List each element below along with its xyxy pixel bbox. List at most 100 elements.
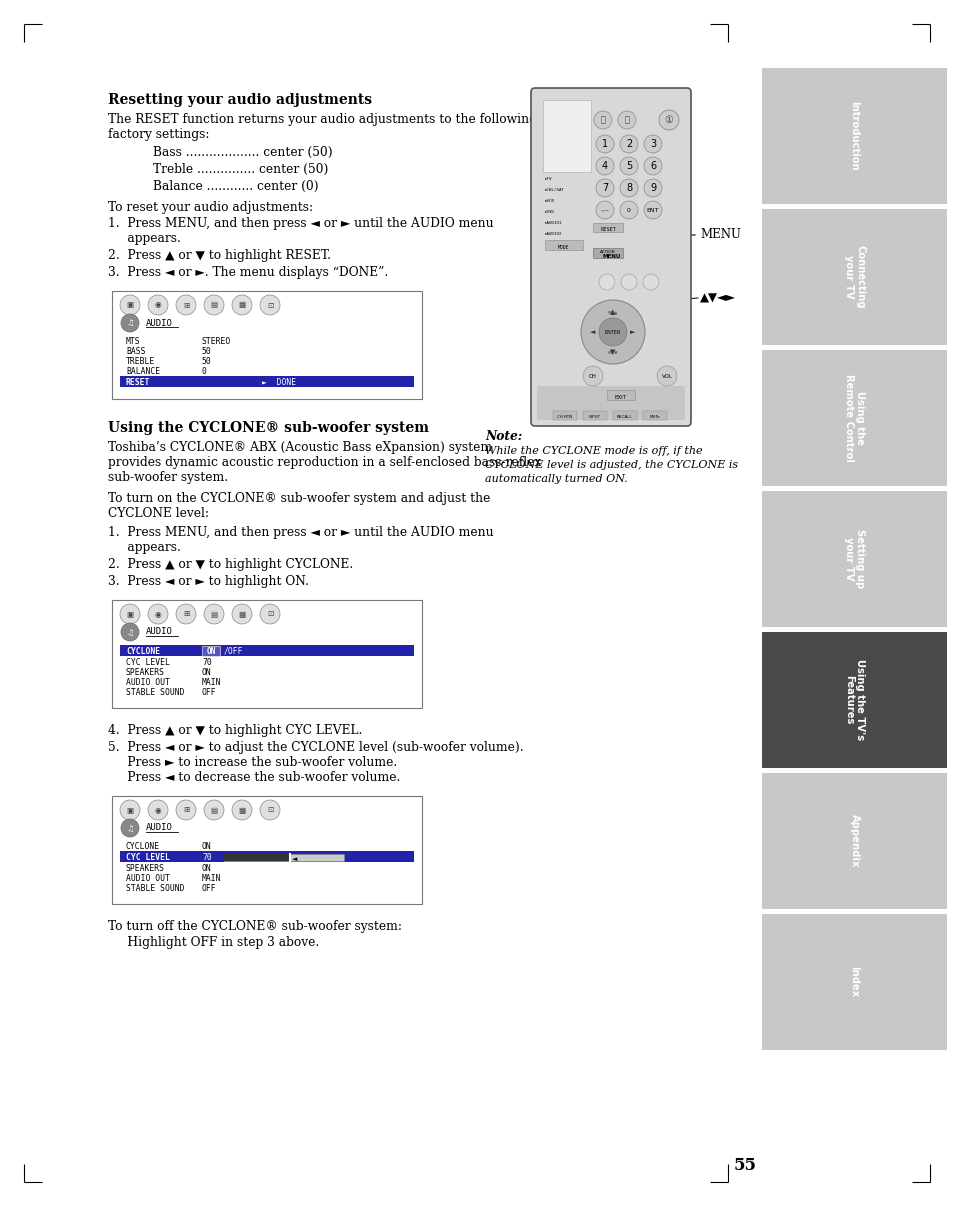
Text: ♫: ♫: [126, 318, 133, 328]
Circle shape: [619, 157, 638, 175]
Circle shape: [619, 135, 638, 153]
Bar: [761, 68, 946, 204]
Text: PAY▼: PAY▼: [607, 350, 618, 355]
Circle shape: [204, 800, 224, 820]
Text: ◉: ◉: [154, 300, 161, 310]
Text: To turn off the CYCLONE® sub-woofer system:: To turn off the CYCLONE® sub-woofer syst…: [108, 920, 401, 933]
Circle shape: [175, 295, 195, 315]
Text: CH: CH: [588, 374, 597, 379]
Text: ♫: ♫: [126, 824, 133, 832]
Text: 3: 3: [649, 139, 656, 150]
Circle shape: [643, 178, 661, 197]
Circle shape: [260, 604, 280, 624]
Text: ENT: ENT: [646, 207, 659, 212]
Text: CYCLONE: CYCLONE: [126, 842, 160, 851]
Text: ▦: ▦: [238, 300, 245, 310]
Text: Treble ............... center (50): Treble ............... center (50): [152, 163, 328, 176]
Text: BALANCE: BALANCE: [126, 367, 160, 376]
Text: Highlight OFF in step 3 above.: Highlight OFF in step 3 above.: [108, 936, 319, 949]
Bar: [761, 773, 946, 909]
Text: CYCLONE level is adjusted, the CYCLONE is: CYCLONE level is adjusted, the CYCLONE i…: [484, 459, 738, 470]
Text: ▼: ▼: [610, 349, 615, 355]
Text: Ⓛ: Ⓛ: [599, 116, 605, 124]
Circle shape: [598, 318, 626, 346]
Text: ⊡: ⊡: [267, 300, 273, 310]
Text: appears.: appears.: [108, 232, 181, 245]
Text: ON: ON: [202, 668, 212, 677]
Text: 2.  Press ▲ or ▼ to highlight RESET.: 2. Press ▲ or ▼ to highlight RESET.: [108, 248, 331, 262]
Bar: [224, 854, 290, 861]
Text: MUTe: MUTe: [649, 415, 659, 418]
Circle shape: [121, 624, 139, 642]
Bar: [761, 914, 946, 1050]
Bar: [120, 645, 414, 656]
Text: ▲▼◄►: ▲▼◄►: [700, 292, 735, 304]
Text: ①: ①: [664, 115, 673, 125]
Circle shape: [619, 201, 638, 219]
Text: 50: 50: [202, 347, 212, 356]
Text: 4.  Press ▲ or ▼ to highlight CYC LEVEL.: 4. Press ▲ or ▼ to highlight CYC LEVEL.: [108, 724, 362, 737]
Text: Using the CYCLONE® sub-woofer system: Using the CYCLONE® sub-woofer system: [108, 421, 429, 435]
Bar: [202, 646, 220, 656]
Text: ►: ►: [630, 329, 635, 335]
Circle shape: [598, 274, 615, 289]
Circle shape: [619, 178, 638, 197]
Text: ▦: ▦: [238, 806, 245, 814]
Text: automatically turned ON.: automatically turned ON.: [484, 474, 627, 484]
Text: ON: ON: [202, 863, 212, 873]
Text: Bass ................... center (50): Bass ................... center (50): [152, 146, 333, 159]
Text: MAIN: MAIN: [202, 678, 221, 687]
Text: ON: ON: [206, 646, 215, 656]
Circle shape: [120, 800, 140, 820]
Bar: [613, 411, 637, 420]
Text: 55: 55: [733, 1157, 756, 1173]
Text: To reset your audio adjustments:: To reset your audio adjustments:: [108, 201, 313, 213]
Text: 70: 70: [202, 658, 212, 667]
Text: ⊞: ⊞: [183, 806, 189, 814]
Circle shape: [596, 135, 614, 153]
Text: TREBLE: TREBLE: [126, 357, 155, 365]
Bar: [593, 223, 622, 232]
Text: OFF: OFF: [202, 884, 216, 892]
Circle shape: [120, 295, 140, 315]
Text: ►TV: ►TV: [544, 177, 552, 181]
Text: Note:: Note:: [484, 431, 521, 443]
Text: 2: 2: [625, 139, 632, 150]
Circle shape: [582, 365, 602, 386]
Circle shape: [148, 604, 168, 624]
Circle shape: [232, 295, 252, 315]
Bar: [642, 411, 666, 420]
Text: EXIT: EXIT: [615, 396, 626, 400]
Text: RESET: RESET: [599, 227, 616, 232]
Text: 0: 0: [202, 367, 207, 376]
Text: provides dynamic acoustic reproduction in a self-enclosed bass-reflex: provides dynamic acoustic reproduction i…: [108, 456, 540, 469]
Text: 50: 50: [202, 357, 212, 365]
Text: AUDIO OUT: AUDIO OUT: [126, 874, 170, 883]
Text: ►DVD: ►DVD: [544, 210, 555, 213]
Bar: [593, 248, 622, 258]
Text: ▤: ▤: [211, 806, 217, 814]
Circle shape: [204, 604, 224, 624]
Circle shape: [175, 604, 195, 624]
Text: MENU: MENU: [602, 254, 620, 259]
Text: CYCLONE: CYCLONE: [126, 646, 160, 656]
Text: INPUT: INPUT: [588, 415, 600, 418]
Text: 2.  Press ▲ or ▼ to highlight CYCLONE.: 2. Press ▲ or ▼ to highlight CYCLONE.: [108, 558, 353, 570]
Text: CYC LEVEL: CYC LEVEL: [126, 658, 170, 667]
Text: /OFF: /OFF: [224, 646, 243, 656]
Circle shape: [148, 295, 168, 315]
Text: SPEAKERS: SPEAKERS: [126, 668, 165, 677]
Circle shape: [659, 110, 679, 130]
Text: Press ► to increase the sub-woofer volume.: Press ► to increase the sub-woofer volum…: [108, 756, 396, 769]
Text: Press ◄ to decrease the sub-woofer volume.: Press ◄ to decrease the sub-woofer volum…: [108, 771, 400, 784]
Text: Ⓢ: Ⓢ: [624, 116, 629, 124]
Circle shape: [120, 604, 140, 624]
Circle shape: [580, 300, 644, 364]
Circle shape: [121, 314, 139, 332]
Text: ◉: ◉: [154, 806, 161, 814]
Text: 1.  Press MENU, and then press ◄ or ► until the AUDIO menu: 1. Press MENU, and then press ◄ or ► unt…: [108, 526, 493, 539]
Text: Index: Index: [848, 966, 859, 997]
Text: MTS: MTS: [126, 336, 140, 346]
Text: ►  DONE: ► DONE: [262, 377, 295, 387]
Text: ⊡: ⊡: [267, 806, 273, 814]
